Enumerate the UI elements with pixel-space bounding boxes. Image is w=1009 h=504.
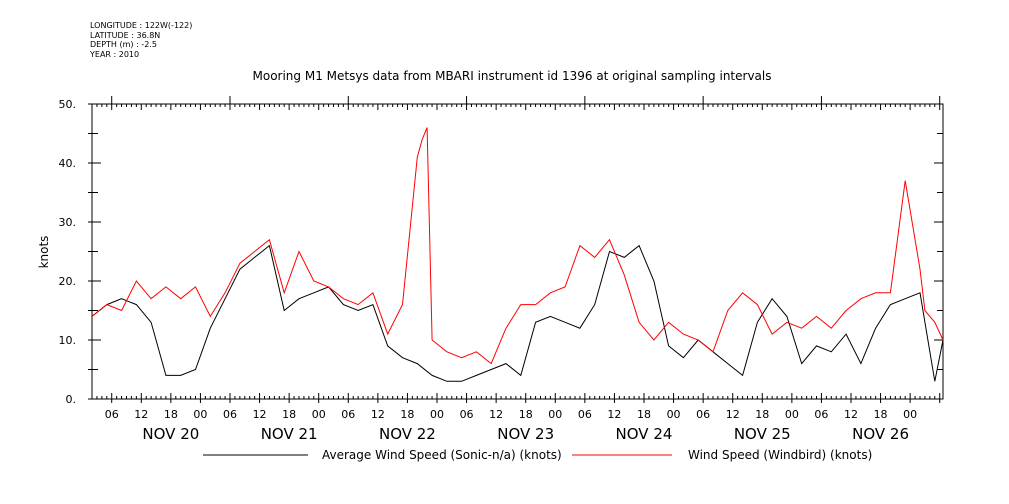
depth-text: DEPTH (m) : -2.5 (90, 40, 157, 50)
year-text: YEAR : 2010 (90, 49, 140, 59)
x-hour-label: 12 (489, 408, 503, 421)
legend-label-sonic: Average Wind Speed (Sonic-n/a) (knots) (322, 448, 562, 462)
x-hour-label: 00 (193, 408, 207, 421)
x-day-label: NOV 24 (616, 425, 673, 443)
x-hour-label: 06 (341, 408, 355, 421)
x-hour-label: 06 (578, 408, 592, 421)
x-day-label: NOV 22 (379, 425, 436, 443)
x-hour-label: 18 (400, 408, 414, 421)
x-day-label: NOV 25 (734, 425, 791, 443)
axis-ticks (88, 96, 943, 403)
legend: Average Wind Speed (Sonic-n/a) (knots) Wi… (203, 448, 872, 462)
x-hour-label: 06 (223, 408, 237, 421)
x-hour-label: 18 (519, 408, 533, 421)
x-day-label: NOV 23 (497, 425, 554, 443)
x-hour-label: 06 (814, 408, 828, 421)
x-hour-label: 12 (253, 408, 267, 421)
axis-labels: 0. 10. 20. 30. 40. 50. 06 12 18 00 06 12 18 00 06 12 18 0… (59, 98, 918, 443)
series-layer (91, 127, 944, 382)
x-hour-label: 12 (607, 408, 621, 421)
legend-label-windbird: Wind Speed (Windbird) (knots) (688, 448, 872, 462)
x-hour-label: 18 (637, 408, 651, 421)
x-hour-label: 12 (134, 408, 148, 421)
x-hour-label: 18 (282, 408, 296, 421)
x-hour-label: 00 (430, 408, 444, 421)
x-hour-label: 06 (460, 408, 474, 421)
x-day-label: NOV 20 (142, 425, 199, 443)
x-hour-label: 00 (667, 408, 681, 421)
station-metadata: LONGITUDE : 122W(-122) LATITUDE : 36.8N … (90, 21, 192, 59)
y-tick-label: 30. (59, 216, 77, 229)
longitude-text: LONGITUDE : 122W(-122) (90, 21, 193, 30)
plot-frame (91, 103, 944, 400)
x-hour-label: 00 (903, 408, 917, 421)
x-hour-label: 12 (371, 408, 385, 421)
x-day-label: NOV 21 (261, 425, 318, 443)
y-axis-label: knots (37, 236, 51, 269)
y-tick-label: 40. (59, 157, 77, 170)
y-tick-label: 20. (59, 275, 77, 288)
chart-title: Mooring M1 Metsys data from MBARI instru… (253, 69, 772, 83)
x-hour-label: 00 (548, 408, 562, 421)
x-hour-label: 12 (726, 408, 740, 421)
x-hour-label: 00 (312, 408, 326, 421)
x-hour-label: 18 (874, 408, 888, 421)
sonic-wind-series (91, 244, 944, 382)
x-day-label: NOV 26 (852, 425, 909, 443)
x-hour-label: 18 (164, 408, 178, 421)
x-hour-label: 12 (844, 408, 858, 421)
y-tick-label: 0. (66, 393, 77, 406)
x-hour-label: 00 (785, 408, 799, 421)
y-tick-label: 10. (59, 334, 77, 347)
x-hour-label: 06 (696, 408, 710, 421)
y-tick-label: 50. (59, 98, 77, 111)
latitude-text: LATITUDE : 36.8N (90, 30, 161, 40)
x-hour-label: 18 (755, 408, 769, 421)
windbird-wind-series (91, 127, 944, 365)
x-hour-label: 06 (105, 408, 119, 421)
